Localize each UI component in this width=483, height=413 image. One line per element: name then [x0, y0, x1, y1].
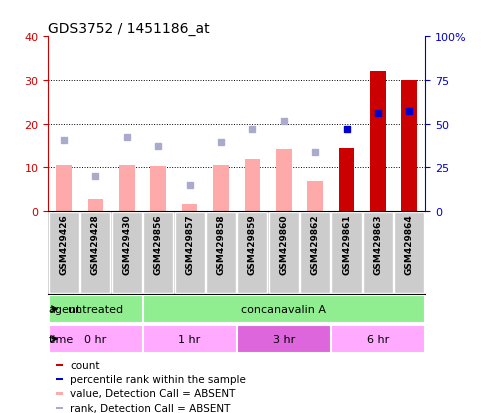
- Text: GSM429858: GSM429858: [216, 214, 226, 275]
- Bar: [49, 212, 79, 293]
- Bar: [370, 72, 386, 211]
- Bar: [143, 212, 173, 293]
- Text: GSM429430: GSM429430: [122, 214, 131, 275]
- Text: GSM429863: GSM429863: [373, 214, 383, 275]
- Bar: [49, 325, 142, 352]
- Bar: [300, 212, 330, 293]
- Text: rank, Detection Call = ABSENT: rank, Detection Call = ABSENT: [70, 403, 230, 413]
- Bar: [143, 296, 425, 323]
- Bar: [56, 364, 63, 366]
- Text: 0 hr: 0 hr: [84, 334, 107, 344]
- Bar: [150, 166, 166, 211]
- Bar: [143, 325, 236, 352]
- Text: GSM429428: GSM429428: [91, 214, 100, 275]
- Bar: [80, 212, 111, 293]
- Bar: [182, 204, 198, 211]
- Bar: [56, 407, 63, 409]
- Text: GSM429856: GSM429856: [154, 214, 163, 275]
- Bar: [363, 212, 393, 293]
- Bar: [213, 166, 229, 211]
- Text: time: time: [48, 334, 73, 344]
- Bar: [237, 325, 330, 352]
- Text: GSM429426: GSM429426: [59, 214, 69, 275]
- Bar: [112, 212, 142, 293]
- Text: GDS3752 / 1451186_at: GDS3752 / 1451186_at: [48, 22, 210, 36]
- Bar: [331, 325, 425, 352]
- Bar: [269, 212, 299, 293]
- Text: percentile rank within the sample: percentile rank within the sample: [70, 374, 246, 384]
- Bar: [237, 212, 268, 293]
- Bar: [49, 296, 142, 323]
- Bar: [56, 392, 63, 394]
- Text: 1 hr: 1 hr: [178, 334, 201, 344]
- Text: agent: agent: [48, 304, 81, 314]
- Text: count: count: [70, 360, 99, 370]
- Text: GSM429862: GSM429862: [311, 214, 320, 275]
- Bar: [174, 212, 205, 293]
- Bar: [87, 199, 103, 211]
- Bar: [331, 212, 362, 293]
- Text: concanavalin A: concanavalin A: [242, 304, 326, 314]
- Text: GSM429857: GSM429857: [185, 214, 194, 275]
- Bar: [244, 160, 260, 211]
- Bar: [206, 212, 236, 293]
- Text: 6 hr: 6 hr: [367, 334, 389, 344]
- Bar: [401, 81, 417, 211]
- Bar: [119, 166, 135, 211]
- Text: untreated: untreated: [68, 304, 123, 314]
- Text: 3 hr: 3 hr: [272, 334, 295, 344]
- Text: GSM429859: GSM429859: [248, 214, 257, 275]
- Bar: [276, 150, 292, 211]
- Text: GSM429861: GSM429861: [342, 214, 351, 275]
- Bar: [56, 166, 72, 211]
- Text: GSM429864: GSM429864: [405, 214, 414, 275]
- Bar: [394, 212, 425, 293]
- Bar: [307, 182, 323, 211]
- Text: GSM429860: GSM429860: [279, 214, 288, 274]
- Text: value, Detection Call = ABSENT: value, Detection Call = ABSENT: [70, 389, 236, 399]
- Bar: [56, 378, 63, 380]
- Bar: [339, 148, 355, 211]
